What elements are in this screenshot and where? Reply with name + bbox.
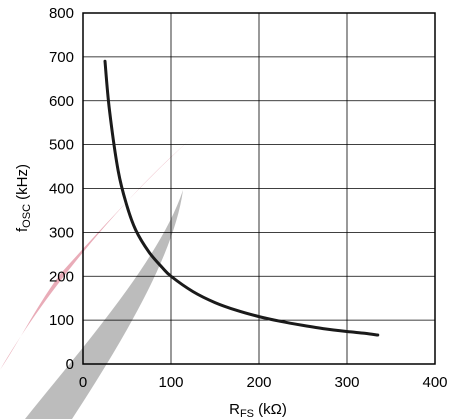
series-line	[103, 59, 380, 337]
y-tick-label: 0	[66, 356, 74, 373]
x-tick-label: 200	[246, 374, 271, 391]
y-tick-label: 700	[49, 49, 74, 66]
y-tick-label: 500	[49, 137, 74, 154]
x-axis-label-sub: FS	[240, 408, 254, 419]
y-tick-labels: 0 100 200 300 400 500 600 700 800	[49, 5, 74, 373]
y-tick-label: 600	[49, 93, 74, 110]
y-axis-label-sub: OSC	[21, 204, 33, 228]
x-tick-label: 400	[422, 374, 447, 391]
x-axis-label: RFS (kΩ)	[229, 401, 287, 419]
y-tick-label: 200	[49, 268, 74, 285]
y-axis-label: fOSC (kHz)	[14, 164, 33, 232]
x-axis-label-main: R	[229, 401, 240, 418]
plot-frame	[82, 12, 436, 365]
y-tick-label: 400	[49, 181, 74, 198]
x-tick-label: 0	[79, 374, 87, 391]
y-tick-label: 800	[49, 5, 74, 22]
y-axis-label-unit: (kHz)	[14, 164, 31, 204]
y-tick-label: 300	[49, 224, 74, 241]
x-axis-label-unit: (kΩ)	[254, 401, 287, 418]
series-group	[103, 59, 380, 337]
y-tick-label: 100	[49, 312, 74, 329]
x-tick-label: 100	[158, 374, 183, 391]
y-axis-label-main: f	[14, 227, 31, 232]
x-tick-label: 300	[334, 374, 359, 391]
x-tick-labels: 0 100 200 300 400	[79, 374, 448, 391]
